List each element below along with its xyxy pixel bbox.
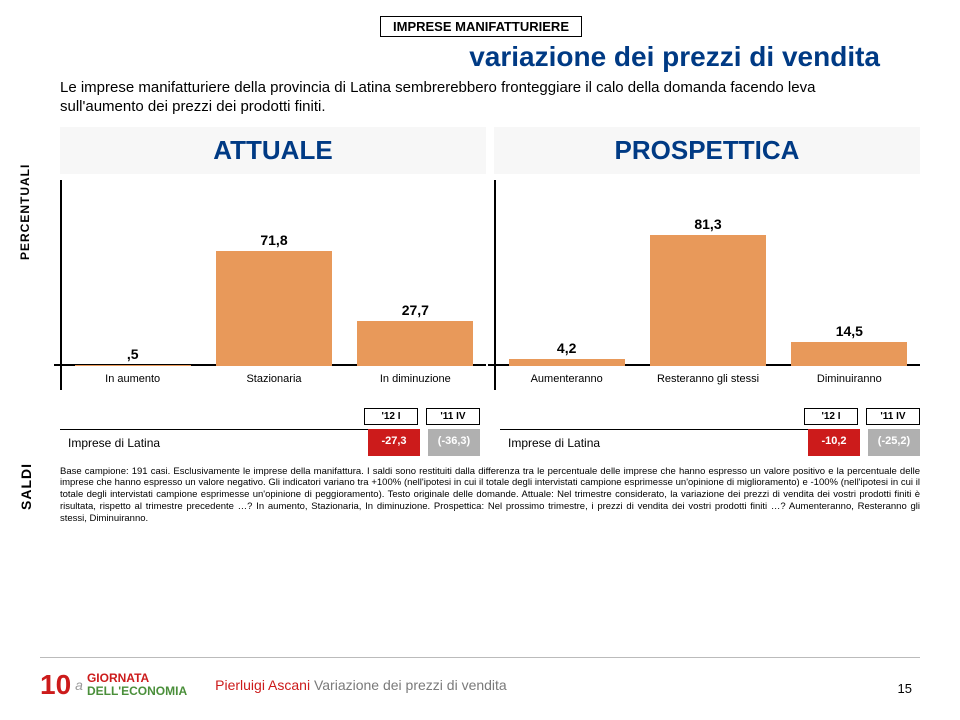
saldi-head-1: '12 I	[804, 408, 858, 425]
bar-value-label: 4,2	[557, 340, 576, 356]
page-number: 15	[898, 681, 912, 696]
bar-slot: 81,3	[637, 206, 778, 366]
category-label: Resteranno gli stessi	[637, 373, 778, 385]
bar	[75, 365, 191, 366]
intro-text: Le imprese manifatturiere della provinci…	[60, 79, 900, 117]
bar-value-label: 81,3	[694, 216, 721, 232]
category-label: Stazionaria	[203, 373, 344, 385]
saldi-left: '12 I '11 IV Imprese di Latina -27,3 (-3…	[60, 408, 480, 456]
saldi-val-1: -27,3	[368, 429, 420, 456]
saldi-val-2: (-36,3)	[428, 429, 480, 456]
header-box: IMPRESE MANIFATTURIERE	[380, 16, 582, 37]
category-label: In diminuzione	[345, 373, 486, 385]
section-labels: ATTUALE PROSPETTICA	[60, 127, 920, 174]
bar-slot: ,5	[62, 206, 203, 366]
bar	[357, 321, 473, 365]
saldi-head-2: '11 IV	[426, 408, 480, 425]
bar-value-label: 14,5	[836, 323, 863, 339]
bar-value-label: ,5	[127, 346, 139, 362]
bar-slot: 27,7	[345, 206, 486, 366]
chart-left: ,5 71,8 27,7 In aumentoStazionariaIn dimin…	[60, 180, 486, 390]
category-label: Aumenteranno	[496, 373, 637, 385]
saldi-label: Imprese di Latina	[500, 429, 808, 456]
bar	[650, 235, 766, 365]
footer: 10 a GIORNATA DELL'ECONOMIA Pierluigi As…	[40, 657, 920, 712]
bar-slot: 4,2	[496, 206, 637, 366]
saldi-head-1: '12 I	[364, 408, 418, 425]
logo-line2: DELL'ECONOMIA	[87, 685, 187, 698]
chart-right: 4,2 81,3 14,5 AumenterannoResteranno gli s…	[494, 180, 920, 390]
saldi-val-1: -10,2	[808, 429, 860, 456]
bar	[509, 359, 625, 366]
section-right: PROSPETTICA	[494, 127, 920, 174]
page-title: variazione dei prezzi di vendita	[60, 41, 920, 73]
saldi-head-2: '11 IV	[866, 408, 920, 425]
chart-area: ,5 71,8 27,7 In aumentoStazionariaIn dimin…	[60, 180, 920, 390]
saldi-right: '12 I '11 IV Imprese di Latina -10,2 (-2…	[500, 408, 920, 456]
section-left: ATTUALE	[60, 127, 486, 174]
saldi-axis-label: SALDI	[18, 463, 34, 510]
logo-number: 10	[40, 671, 71, 699]
footnote: Base campione: 191 casi. Esclusivamente …	[60, 466, 920, 525]
bar-slot: 71,8	[203, 206, 344, 366]
bar-value-label: 71,8	[260, 232, 287, 248]
bar	[216, 251, 332, 366]
y-axis-label: PERCENTUALI	[18, 164, 32, 260]
saldi-row: '12 I '11 IV Imprese di Latina -27,3 (-3…	[60, 408, 920, 456]
logo-sup: a	[75, 677, 83, 693]
saldi-label: Imprese di Latina	[60, 429, 368, 456]
bar-slot: 14,5	[779, 206, 920, 366]
logo: 10 a GIORNATA DELL'ECONOMIA	[40, 671, 187, 699]
footer-subject: Variazione dei prezzi di vendita	[314, 677, 507, 693]
footer-center: Pierluigi Ascani Variazione dei prezzi d…	[215, 677, 507, 693]
category-label: Diminuiranno	[779, 373, 920, 385]
saldi-val-2: (-25,2)	[868, 429, 920, 456]
bar-value-label: 27,7	[402, 302, 429, 318]
bar	[791, 342, 907, 365]
category-label: In aumento	[62, 373, 203, 385]
footer-author: Pierluigi Ascani	[215, 677, 310, 693]
